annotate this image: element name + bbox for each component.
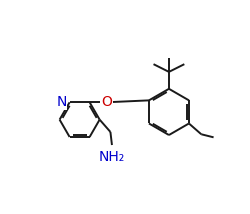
Text: O: O — [101, 95, 112, 109]
Text: NH₂: NH₂ — [99, 150, 125, 164]
Text: O: O — [101, 95, 112, 109]
Text: N: N — [56, 95, 66, 109]
